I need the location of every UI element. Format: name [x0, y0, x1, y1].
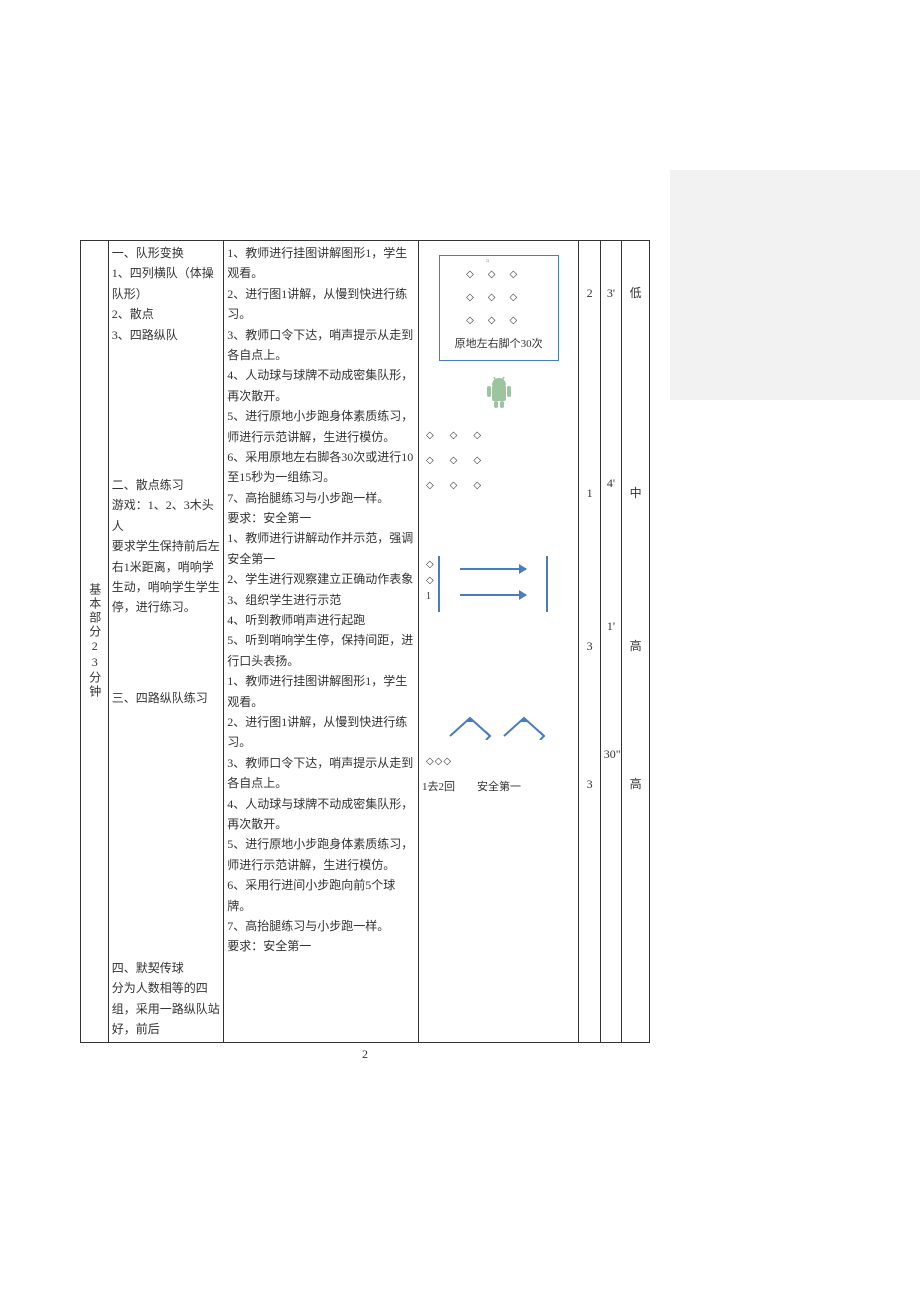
loose-dots-3: ◇◇◇	[426, 477, 575, 494]
m1a: 2	[582, 283, 596, 303]
instr-req2: 要求：安全第一	[227, 936, 415, 956]
m4a: 3	[582, 774, 596, 794]
dot-row-1: ◇◇◇	[448, 266, 550, 283]
instr-r1b: 观看。	[227, 692, 415, 712]
section-label: 基本部分23分钟	[81, 241, 109, 1043]
activities-column: 一、队形变换 1、四列横队（体操队形） 2、散点 3、四路纵队 二、散点练习 游…	[108, 241, 224, 1043]
dot-row-3: ◇◇◇	[448, 312, 550, 329]
arrow-diagram: ▫ ◇ ◇ 1	[422, 554, 575, 624]
activity-2-line2: 要求学生保持前后左右1米距离，哨响学生动，哨响学生学生停，进行练习。	[112, 536, 221, 618]
sq-bot: 1	[426, 588, 431, 605]
activity-1-line3: 3、四路纵队	[112, 325, 221, 345]
sq-top: ◇	[426, 556, 434, 573]
metric-col-3: 低 中 高 高	[622, 241, 650, 1043]
safety-caption: 1去2回 安全第一	[422, 778, 575, 797]
instr-q5: 5、听到哨响学生停，保持间距，进行口头表扬。	[227, 630, 415, 671]
android-icon	[422, 373, 575, 416]
instr-p6: 6、采用原地左右脚各30次或进行10至15秒为一组练习。	[227, 447, 415, 488]
activity-1-line2: 2、散点	[112, 304, 221, 324]
activity-1-line1: 1、四列横队（体操队形）	[112, 263, 221, 304]
instr-p2: 2、进行图1讲解，从慢到快进行练习。	[227, 284, 415, 325]
formation-box: ◇◇◇ ◇◇◇ ◇◇◇ 原地左右脚个30次	[439, 255, 559, 361]
m1b: 3'	[604, 283, 618, 303]
right-gray-panel	[670, 170, 920, 400]
diagram-column: ◇◇◇ ◇◇◇ ◇◇◇ 原地左右脚个30次	[418, 241, 578, 1043]
instr-r6: 6、采用行进间小步跑向前5个球牌。	[227, 875, 415, 916]
instr-p1: 1、教师进行挂图讲解图形1，学生	[227, 243, 415, 263]
small-boxes-row: ◇◇◇	[426, 753, 575, 770]
zigzag-diagram	[422, 712, 575, 747]
sq-mid: ◇	[426, 572, 434, 589]
instr-q1: 1、教师进行讲解动作并示范，强调安全第一	[227, 528, 415, 569]
m3c: 高	[625, 636, 646, 656]
activity-4-title: 四、默契传球	[112, 958, 221, 978]
activity-4-line1: 分为人数相等的四组，采用一路纵队站好，前后	[112, 978, 221, 1039]
instr-p1b: 观看。	[227, 263, 415, 283]
instr-req: 要求：安全第一	[227, 508, 415, 528]
document-page: 基本部分23分钟 一、队形变换 1、四列横队（体操队形） 2、散点 3、四路纵队…	[80, 240, 650, 1062]
instr-r5: 5、进行原地小步跑身体素质练习，师进行示范讲解，生进行模仿。	[227, 834, 415, 875]
instr-r7: 7、高抬腿练习与小步跑一样。	[227, 916, 415, 936]
instr-r4: 4、人动球与球牌不动成密集队形，再次散开。	[227, 794, 415, 835]
instr-r1: 1、教师进行挂图讲解图形1，学生	[227, 671, 415, 691]
loose-dots-1: ◇◇◇	[426, 427, 575, 444]
m3a: 3	[582, 636, 596, 656]
instr-p3: 3、教师口令下达，哨声提示从走到各自点上。	[227, 325, 415, 366]
activity-3-title: 三、四路纵队练习	[112, 688, 221, 708]
instr-q3: 3、组织学生进行示范	[227, 590, 415, 610]
instr-p4: 4、人动球与球牌不动成密集队形，再次散开。	[227, 365, 415, 406]
instr-r3: 3、教师口令下达，哨声提示从走到各自点上。	[227, 753, 415, 794]
m4b: 30"	[604, 744, 618, 764]
activity-1-title: 一、队形变换	[112, 243, 221, 263]
loose-dots-2: ◇◇◇	[426, 452, 575, 469]
instr-q2: 2、学生进行观察建立正确动作表象	[227, 569, 415, 589]
small-square-marker: ▫	[486, 253, 490, 270]
instr-r2: 2、进行图1讲解，从慢到快进行练习。	[227, 712, 415, 753]
dot-row-2: ◇◇◇	[448, 289, 550, 306]
instr-p7: 7、高抬腿练习与小步跑一样。	[227, 488, 415, 508]
page-number: 2	[80, 1047, 650, 1062]
metric-col-1: 2 1 3 3	[579, 241, 600, 1043]
formation-caption: 原地左右脚个30次	[448, 335, 550, 354]
metric-col-2: 3' 4' 1' 30"	[600, 241, 621, 1043]
instructions-column: 1、教师进行挂图讲解图形1，学生 观看。 2、进行图1讲解，从慢到快进行练习。 …	[224, 241, 419, 1043]
activity-2-line1: 游戏：1、2、3木头人	[112, 495, 221, 536]
m2c: 中	[625, 483, 646, 503]
m4c: 高	[625, 774, 646, 794]
m3b: 1'	[604, 616, 618, 636]
m2a: 1	[582, 483, 596, 503]
activity-2-title: 二、散点练习	[112, 475, 221, 495]
lesson-plan-table: 基本部分23分钟 一、队形变换 1、四列横队（体操队形） 2、散点 3、四路纵队…	[80, 240, 650, 1043]
instr-p5: 5、进行原地小步跑身体素质练习，师进行示范讲解，生进行模仿。	[227, 406, 415, 447]
m2b: 4'	[604, 473, 618, 493]
instr-q4: 4、听到教师哨声进行起跑	[227, 610, 415, 630]
m1c: 低	[625, 283, 646, 303]
